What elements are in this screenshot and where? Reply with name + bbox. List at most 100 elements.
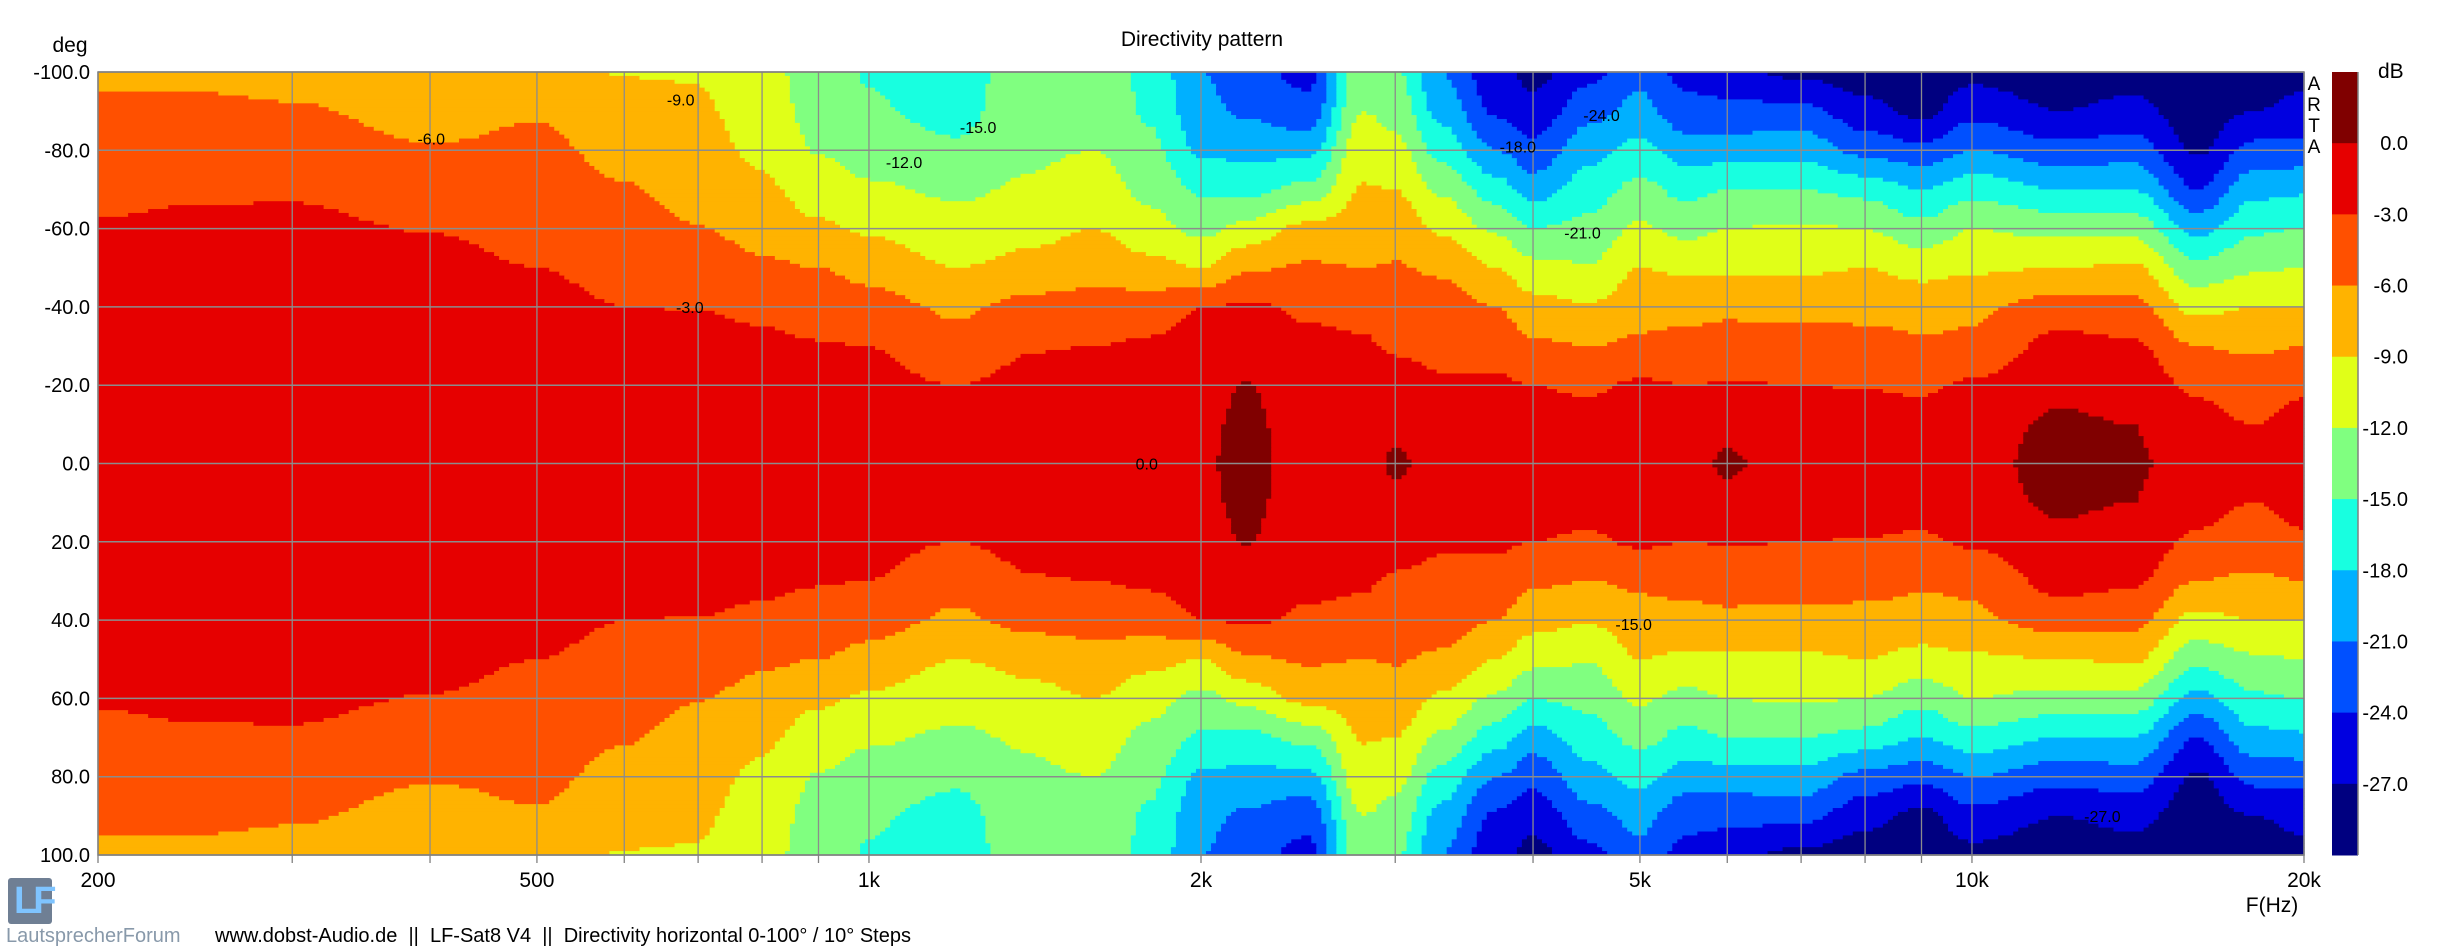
heatmap-cell [2183,745,2215,750]
heatmap-cell [850,169,1037,175]
heatmap-cell [2223,279,2305,285]
heatmap-cell [1572,706,2150,711]
heatmap-cell [2138,189,2170,194]
heatmap-cell [2098,99,2150,104]
chart-title: Directivity pattern [1121,28,1283,51]
heatmap-cell [895,357,1017,363]
heatmap-cell [1020,569,1398,574]
heatmap-cell [2163,553,2305,559]
heatmap-cell [2228,185,2305,191]
heatmap-cell [98,165,595,171]
heatmap-cell [2228,412,2275,418]
heatmap-cell [799,122,921,128]
heatmap-cell [363,122,515,128]
heatmap-cell [1411,107,1428,112]
heatmap-cell [1657,741,1899,746]
heatmap-cell [1556,768,1608,774]
heatmap-cell [1456,205,1503,210]
heatmap-cell [1286,659,1347,664]
heatmap-cell [1421,835,1458,840]
heatmap-cell [1421,130,1453,136]
heatmap-cell [1657,181,1899,187]
heatmap-cell [1175,823,1222,829]
heatmap-cell [1451,725,1483,731]
heatmap-cell [1892,815,1944,821]
heatmap-cell [1451,79,1478,85]
heatmap-cell [2188,283,2210,288]
y-tick-labels: -100.0-80.0-60.0-40.0-20.00.020.040.060.… [33,62,90,867]
heatmap-cell [719,111,796,116]
heatmap-cell [1336,827,1347,833]
heatmap-cell [98,334,796,339]
heatmap-cell [799,126,926,132]
heatmap-cell [1521,79,1548,85]
heatmap-cell [98,706,360,711]
heatmap-cell [1747,463,2014,469]
heatmap-cell [1301,87,1312,93]
heatmap-cell [840,761,1052,766]
heatmap-cell [549,655,831,660]
heatmap-cell [1526,87,1538,93]
heatmap-cell [890,353,1022,359]
heatmap-cell [1261,682,1458,688]
heatmap-cell [1652,224,1754,230]
heatmap-cell [2138,627,2170,633]
heatmap-cell [1602,717,1889,723]
heatmap-cell [990,72,1132,77]
heatmap-cell [1045,349,1388,355]
heatmap-cell [1261,240,1458,245]
heatmap-cell [1321,811,1332,817]
heatmap-cell [1100,694,1182,699]
heatmap-cell [559,792,731,797]
heatmap-cell [1346,95,1413,101]
heatmap-cell [2178,138,2215,144]
heatmap-cell [1943,103,2039,108]
heatmap-cell [2163,365,2305,371]
heatmap-cell [1331,815,1342,821]
heatmap-cell [1331,768,1347,774]
heatmap-cell [1271,302,1488,308]
heatmap-cell [1943,330,2049,335]
heatmap-cell [1436,158,1473,163]
heatmap-cell [2168,659,2305,664]
heatmap-cell [1426,741,1468,746]
heatmap-cell [794,819,891,825]
heatmap-cell [2018,447,2150,453]
heatmap-cell [940,608,971,613]
heatmap-cell [1125,741,1182,746]
heatmap-cell [1321,103,1337,108]
heatmap-cell [1185,784,1327,790]
heatmap-cell [1286,717,1347,723]
heatmap-cell [1110,580,1378,586]
heatmap-cell [2153,220,2175,226]
heatmap-cell [1326,839,1337,844]
heatmap-cell [2143,486,2305,492]
heatmap-cell [98,201,255,206]
heatmap-cell [1371,584,1553,590]
heatmap-cell [1471,158,1518,163]
heatmap-cell [1326,757,1342,762]
heatmap-cell [1466,212,1513,218]
heatmap-cell [2283,655,2305,660]
heatmap-cell [2018,467,2150,472]
heatmap-cell [1612,240,1899,245]
heatmap-cell [1436,369,1999,375]
contour-label: -3.0 [676,300,704,317]
heatmap-cell [2168,291,2305,296]
heatmap-cell [1426,831,1458,837]
heatmap-cell [920,800,976,805]
heatmap-cell [920,620,992,625]
heatmap-cell [1301,259,1322,265]
heatmap-cell [2143,443,2305,449]
x-tick-label: 5k [1629,869,1652,892]
heatmap-cell [1351,122,1383,128]
heatmap-cell [1266,506,2039,512]
heatmap-cell [1561,220,1633,226]
heatmap-cell [2168,118,2230,124]
heatmap-cell [870,177,1012,183]
heatmap-cell [98,490,1222,496]
heatmap-cell [885,95,987,101]
heatmap-cell [1566,819,1623,825]
heatmap-cell [1471,216,1518,222]
heatmap-cell [2183,533,2305,539]
